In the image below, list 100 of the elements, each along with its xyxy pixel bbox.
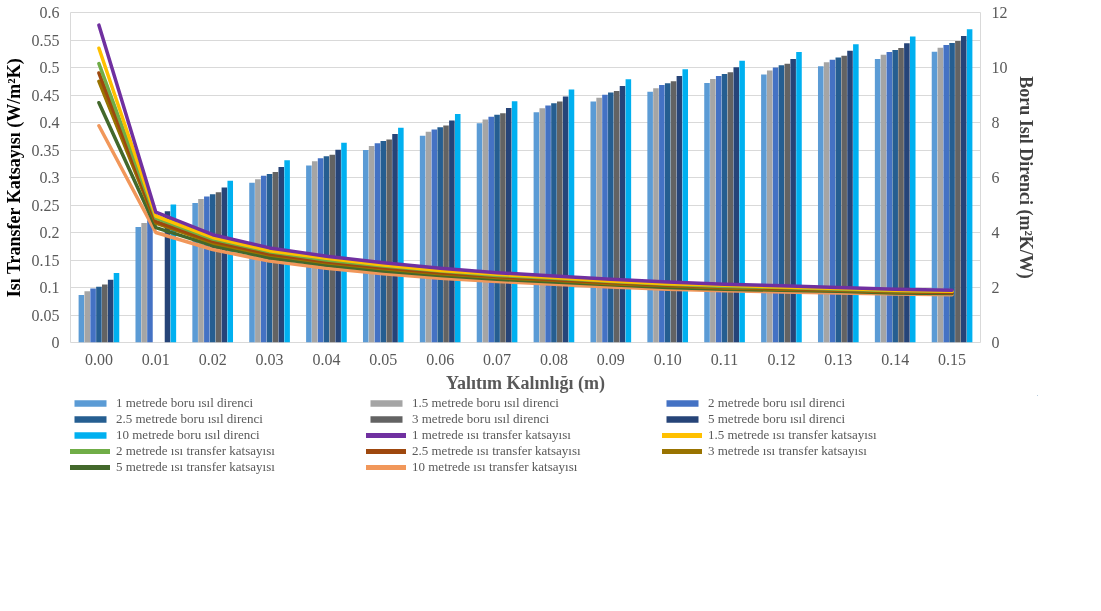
bar xyxy=(147,220,153,343)
y-tick-label: 0.05 xyxy=(31,306,60,324)
bar xyxy=(682,69,689,343)
bar xyxy=(847,50,853,343)
bar xyxy=(710,79,716,343)
legend-label: 3 metrede boru ısıl direnci xyxy=(412,411,551,427)
bar xyxy=(653,88,659,343)
bar xyxy=(790,58,796,343)
bar xyxy=(892,49,898,343)
x-tick-label: 0.05 xyxy=(369,350,398,368)
x-tick-label: 0.07 xyxy=(483,350,512,368)
y-tick-label: 0.5 xyxy=(39,59,60,76)
y-tick-label: 0.6 xyxy=(39,4,60,21)
legend-label: 2.5 metrede boru ısıl direnci xyxy=(116,411,264,427)
bar xyxy=(904,43,910,343)
bar xyxy=(551,103,557,343)
bar xyxy=(443,125,449,343)
bar xyxy=(84,291,91,343)
x-tick-label: 0.04 xyxy=(312,350,341,368)
x-tick-label: 0.14 xyxy=(881,350,910,368)
legend-label: 1.5 metrede boru ısıl direnci xyxy=(412,395,560,411)
x-tick-label: 0.11 xyxy=(710,350,739,368)
bar xyxy=(817,66,824,343)
bar xyxy=(909,36,916,343)
bar xyxy=(306,165,312,343)
bar xyxy=(449,120,455,343)
bar xyxy=(539,108,546,343)
bar xyxy=(647,91,653,343)
bar xyxy=(284,160,290,343)
bar xyxy=(739,60,745,343)
y-tick-label: 0.25 xyxy=(31,196,60,214)
bar xyxy=(960,35,967,343)
bar xyxy=(249,182,255,343)
y-tick-label: 0.35 xyxy=(31,141,60,159)
x-tick-label: 0.10 xyxy=(653,350,682,368)
bar xyxy=(505,107,512,343)
legend-label: 10 metrede ısı transfer katsayısı xyxy=(412,459,579,475)
bar xyxy=(227,180,234,343)
legend-label: 2.5 metrede ısı transfer katsayısı xyxy=(412,443,582,459)
x-tick-label: 0.01 xyxy=(141,350,170,368)
bar xyxy=(966,29,973,343)
legend-label: 2 metrede ısı transfer katsayısı xyxy=(116,443,276,459)
x-tick-label: 0.06 xyxy=(426,350,455,368)
bar xyxy=(278,167,285,343)
y-tick-label: 0.45 xyxy=(31,86,60,104)
legend-label: 10 metrede boru ısıl direnci xyxy=(116,427,261,443)
y-tick-label: 0 xyxy=(51,334,60,351)
bar xyxy=(96,286,102,343)
bar xyxy=(545,105,551,343)
x-tick-label: 0.13 xyxy=(824,350,853,368)
bar xyxy=(386,139,392,343)
y2-tick-label: 2 xyxy=(991,279,1000,296)
bar xyxy=(135,227,142,343)
legend-label: 1.5 metrede ısı transfer katsayısı xyxy=(708,427,878,443)
legend-label: 5 metrede ısı transfer katsayısı xyxy=(116,459,276,475)
x-axis-title: Yalıtım Kalınlığı (m) xyxy=(446,372,605,394)
y-tick-label: 0.55 xyxy=(31,31,60,49)
bar xyxy=(437,127,443,343)
legend-label: 2 metrede boru ısıl direnci xyxy=(708,395,847,411)
bar xyxy=(341,142,347,343)
y-tick-label: 0.4 xyxy=(39,114,60,131)
bar xyxy=(141,222,147,343)
legend-label: 3 metrede ısı transfer katsayısı xyxy=(708,443,868,459)
bar xyxy=(596,97,602,343)
y2-tick-label: 8 xyxy=(991,114,1000,131)
bar xyxy=(488,116,494,343)
x-tick-label: 0.09 xyxy=(596,350,625,368)
legend-label: 1 metrede ısı transfer katsayısı xyxy=(412,427,572,443)
y-axis-title: Isı Transfer Katsayısı (W/m²K) xyxy=(3,58,25,298)
x-tick-label: 0.00 xyxy=(84,350,113,368)
y2-tick-label: 4 xyxy=(991,224,1000,241)
y-tick-label: 0.3 xyxy=(39,169,60,186)
bar xyxy=(955,41,961,343)
bar xyxy=(500,113,506,343)
y-tick-label: 0.2 xyxy=(39,224,60,241)
y2-tick-label: 12 xyxy=(991,4,1008,21)
bar xyxy=(102,284,108,343)
bar xyxy=(949,43,955,343)
bar xyxy=(841,55,847,343)
bar xyxy=(796,52,802,343)
bar xyxy=(704,82,710,343)
bar xyxy=(602,94,608,343)
legend-label: 5 metrede boru ısıl direnci xyxy=(708,411,847,427)
y2-tick-label: 6 xyxy=(991,169,1000,186)
bar xyxy=(90,288,96,343)
bar xyxy=(454,113,461,343)
y-tick-label: 0.1 xyxy=(39,279,60,296)
bar xyxy=(659,85,665,343)
bar xyxy=(398,127,404,343)
bar xyxy=(608,92,614,343)
y2-axis-title: Boru Isıl Direnci (m²K/W) xyxy=(1014,76,1036,279)
x-tick-label: 0.08 xyxy=(539,350,568,368)
bar xyxy=(853,44,859,343)
bar xyxy=(557,101,563,343)
bar xyxy=(590,101,597,343)
bar xyxy=(335,149,341,343)
y-tick-label: 0.15 xyxy=(31,251,60,269)
bar xyxy=(362,150,369,343)
bar xyxy=(766,70,773,343)
bar xyxy=(733,67,740,343)
